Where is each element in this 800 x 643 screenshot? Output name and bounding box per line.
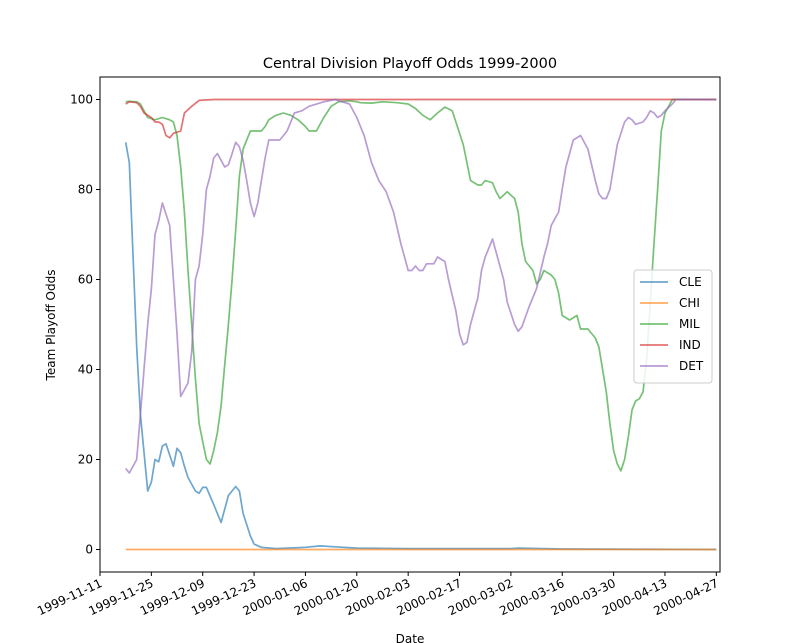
series-line-det [125,98,717,474]
plot-frame [99,76,721,573]
y-axis-label: Team Playoff Odds [44,270,58,382]
legend-label-cle: CLE [679,275,702,289]
y-tick-label: 60 [78,273,93,287]
x-axis-label: Date [396,632,425,643]
y-axis: 0 20 40 60 80 100 [70,93,100,557]
plot-lines [124,98,717,551]
y-tick-label: 40 [78,363,93,377]
legend-label-ind: IND [679,338,701,352]
legend-label-chi: CHI [679,296,700,310]
y-tick-label: 20 [78,453,93,467]
y-tick-label: 0 [85,543,93,557]
y-tick-label: 100 [70,93,93,107]
chart-title: Central Division Playoff Odds 1999-2000 [263,56,557,72]
legend-box [633,269,713,384]
y-tick-label: 80 [78,183,93,197]
legend-label-mil: MIL [679,317,700,331]
series-line-mil [125,98,717,472]
series-line-cle [124,142,717,551]
series-line-ind [125,98,717,139]
legend-label-det: DET [679,359,704,373]
legend: CLE CHI MIL IND DET [633,269,713,384]
x-axis: 1999-11-111999-11-251999-12-091999-12-23… [35,572,721,618]
